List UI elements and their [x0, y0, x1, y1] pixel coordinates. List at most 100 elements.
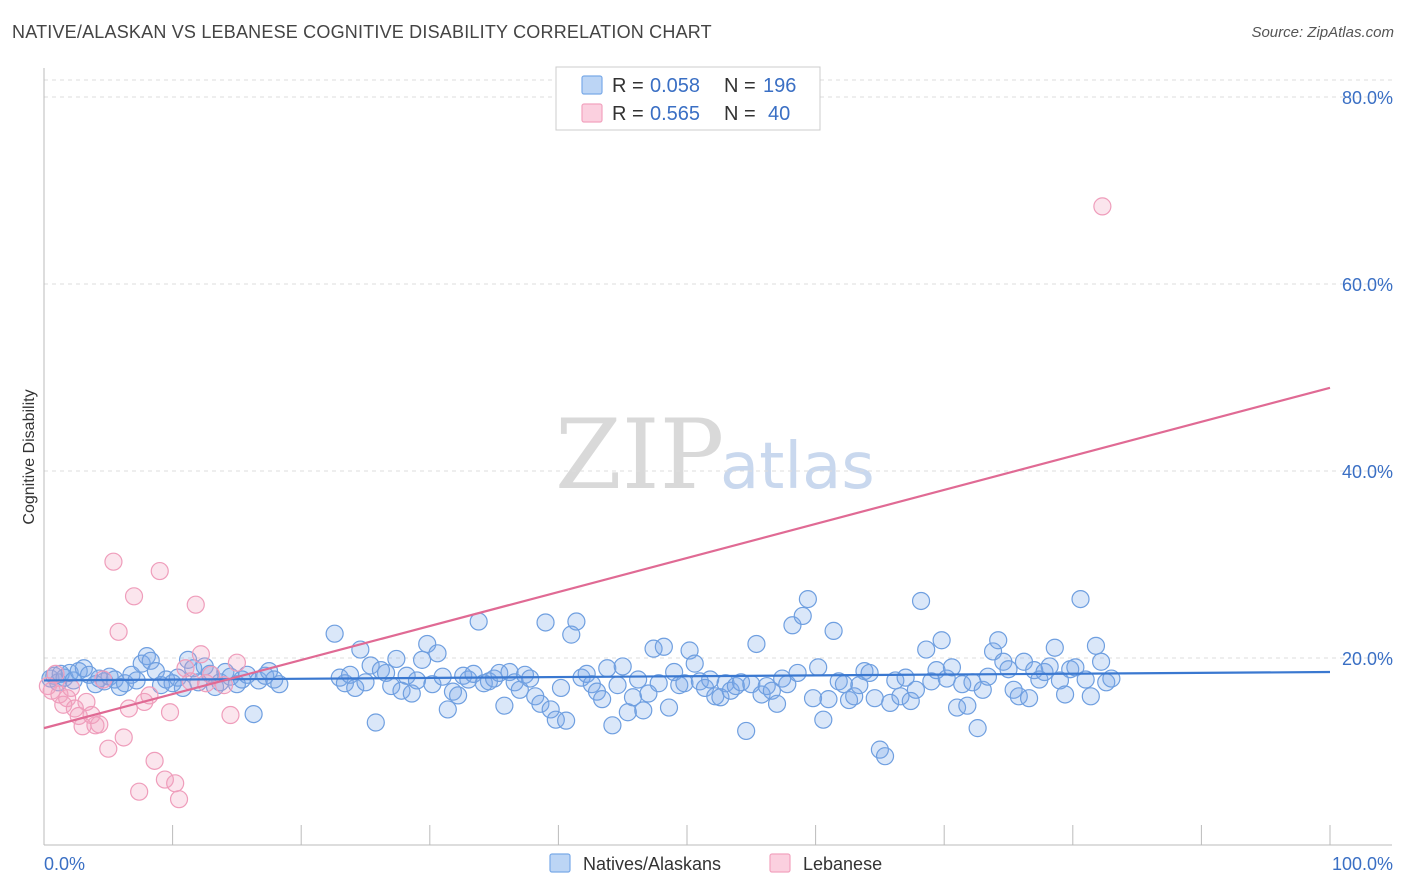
- legend-r-label-natives: R =: [612, 75, 644, 97]
- point-natives: [917, 640, 936, 659]
- point-natives: [598, 659, 617, 678]
- point-natives: [151, 676, 171, 695]
- point-natives: [978, 667, 998, 686]
- point-natives: [1091, 652, 1111, 671]
- y-tick-labels: 20.0% 40.0% 60.0% 80.0%: [1342, 88, 1393, 669]
- point-natives: [1019, 689, 1039, 708]
- point-natives: [495, 696, 514, 715]
- point-natives: [567, 612, 586, 631]
- point-lebanese: [227, 653, 246, 672]
- point-natives: [989, 631, 1008, 650]
- point-natives: [922, 672, 941, 691]
- source-label: Source: ZipAtlas.com: [1251, 24, 1394, 41]
- point-natives: [407, 671, 427, 690]
- point-natives: [141, 651, 160, 670]
- point-lebanese: [1093, 197, 1112, 216]
- point-natives: [685, 654, 704, 673]
- trend-lines: [43, 386, 1331, 730]
- point-natives: [896, 668, 915, 687]
- point-natives: [423, 675, 442, 694]
- point-natives: [942, 658, 962, 677]
- x-tick-label: 0.0%: [44, 854, 85, 874]
- point-natives: [1081, 687, 1100, 706]
- point-natives: [891, 687, 910, 706]
- point-lebanese: [150, 561, 169, 581]
- point-natives: [649, 674, 668, 693]
- y-tick-label: 60.0%: [1342, 275, 1393, 295]
- point-natives: [803, 689, 823, 708]
- point-natives: [860, 663, 879, 683]
- point-natives: [577, 664, 596, 683]
- point-lebanese: [169, 790, 189, 809]
- point-natives: [1076, 670, 1095, 689]
- legend-r-value-lebanese: 0.565: [650, 103, 700, 125]
- watermark-atlas: atlas: [720, 430, 875, 504]
- legend-r-value-natives: 0.058: [650, 75, 700, 97]
- point-natives: [932, 631, 951, 650]
- legend-swatch-lebanese: [581, 103, 603, 123]
- point-natives: [701, 670, 720, 689]
- point-natives: [1071, 589, 1090, 609]
- point-natives: [1086, 636, 1106, 655]
- point-natives: [634, 701, 653, 720]
- point-natives: [551, 678, 571, 698]
- point-natives: [875, 747, 895, 766]
- point-natives: [659, 698, 679, 717]
- point-natives: [968, 719, 987, 738]
- point-natives: [1066, 658, 1085, 677]
- watermark-zip: ZIP: [555, 399, 724, 511]
- point-natives: [814, 710, 833, 729]
- point-natives: [356, 673, 375, 692]
- point-natives: [824, 621, 843, 640]
- legend-n-value-natives: 196: [763, 75, 796, 97]
- point-natives: [845, 687, 864, 706]
- point-natives: [906, 680, 926, 699]
- trend-line-lebanese: [43, 386, 1331, 730]
- point-natives: [536, 613, 555, 632]
- point-lebanese: [46, 664, 65, 683]
- point-natives: [325, 624, 344, 643]
- point-natives: [521, 669, 540, 688]
- trend-line-natives: [43, 670, 1331, 682]
- point-natives: [675, 674, 694, 693]
- stats-legend: R = 0.058 N = 196 R = 0.565 N = 40: [555, 66, 821, 131]
- axes: [43, 68, 1392, 846]
- point-natives: [819, 690, 838, 709]
- point-natives: [593, 690, 612, 709]
- point-natives: [244, 704, 263, 724]
- series-legend-swatch-natives: [549, 853, 571, 873]
- point-natives: [737, 721, 756, 741]
- legend-n-label-lebanese: N =: [724, 103, 756, 125]
- point-natives: [531, 694, 550, 713]
- point-natives: [865, 689, 884, 708]
- y-tick-label: 80.0%: [1342, 88, 1393, 108]
- point-natives: [1045, 638, 1064, 657]
- point-natives: [788, 663, 807, 683]
- point-natives: [911, 591, 931, 611]
- point-natives: [1035, 662, 1054, 682]
- point-natives: [629, 670, 648, 689]
- point-natives: [1055, 685, 1075, 704]
- point-natives: [1050, 671, 1070, 690]
- point-lebanese: [155, 770, 174, 789]
- point-lebanese: [186, 595, 205, 614]
- chart-title: NATIVE/ALASKAN VS LEBANESE COGNITIVE DIS…: [12, 22, 712, 42]
- grid-lines: [44, 79, 1392, 659]
- point-natives: [459, 670, 478, 689]
- point-natives: [613, 657, 632, 676]
- y-tick-label: 40.0%: [1342, 462, 1393, 482]
- point-natives: [829, 672, 848, 691]
- point-lebanese: [221, 705, 240, 725]
- legend-r-label-lebanese: R =: [612, 103, 644, 125]
- series-legend-label-lebanese: Lebanese: [803, 854, 882, 874]
- point-natives: [557, 711, 576, 730]
- point-natives: [448, 686, 468, 705]
- point-natives: [428, 644, 447, 663]
- point-natives: [608, 676, 627, 695]
- point-natives: [387, 649, 406, 669]
- point-natives: [397, 666, 416, 685]
- point-natives: [623, 688, 643, 707]
- point-natives: [793, 606, 812, 626]
- y-axis-label: Cognitive Disability: [21, 389, 38, 524]
